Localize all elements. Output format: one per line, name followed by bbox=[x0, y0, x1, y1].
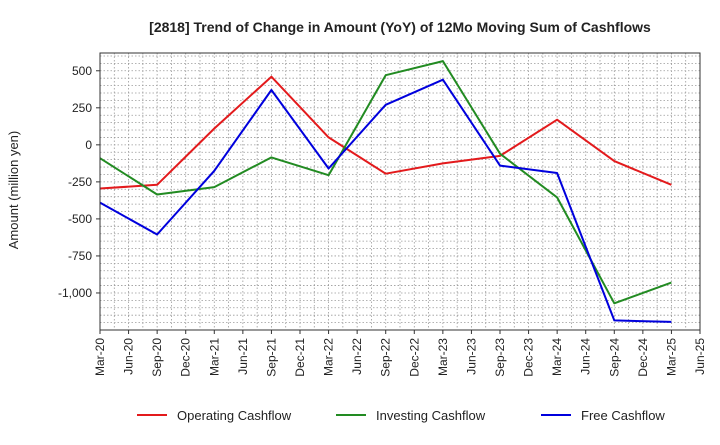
x-tick-label: Jun-20 bbox=[122, 338, 136, 375]
x-tick-labels: Mar-20 Jun-20 Sep-20 Dec-20 Mar-21 Jun-21 Sep-… bbox=[93, 330, 707, 377]
x-tick-label: Dec-21 bbox=[293, 338, 307, 377]
x-tick-label: Mar-23 bbox=[436, 338, 450, 376]
y-tick-label: -500 bbox=[68, 212, 92, 226]
x-tick-label: Dec-23 bbox=[522, 338, 536, 377]
y-tick-label: 500 bbox=[72, 64, 92, 78]
series-line-operating-cashflow bbox=[99, 75, 672, 190]
legend: Operating Cashflow Investing Cashflow Free… bbox=[137, 408, 665, 423]
x-tick-label: Jun-23 bbox=[464, 338, 478, 375]
y-tick-label: -750 bbox=[68, 249, 92, 263]
x-tick-label: Sep-23 bbox=[493, 338, 507, 377]
legend-label-investing-cashflow: Investing Cashflow bbox=[376, 408, 486, 423]
x-tick-label: Mar-20 bbox=[93, 338, 107, 376]
x-tick-label: Dec-24 bbox=[636, 338, 650, 377]
y-tick-labels: 500 250 0 -250 -500 -750 -1,000 bbox=[58, 64, 100, 300]
x-tick-label: Jun-25 bbox=[693, 338, 707, 375]
plot-frame bbox=[99, 52, 701, 331]
y-tick-label: 250 bbox=[72, 101, 92, 115]
y-axis-title: Amount (million yen) bbox=[6, 131, 21, 250]
y-tick-label: -1,000 bbox=[58, 286, 92, 300]
x-tick-label: Mar-22 bbox=[322, 338, 336, 376]
series-layer bbox=[99, 60, 672, 323]
x-tick-label: Jun-21 bbox=[236, 338, 250, 375]
legend-label-free-cashflow: Free Cashflow bbox=[581, 408, 665, 423]
grid-layer bbox=[99, 53, 701, 331]
x-tick-label: Mar-25 bbox=[664, 338, 678, 376]
legend-label-operating-cashflow: Operating Cashflow bbox=[177, 408, 292, 423]
x-tick-label: Sep-20 bbox=[150, 338, 164, 377]
x-tick-label: Mar-21 bbox=[207, 338, 221, 376]
x-tick-label: Sep-22 bbox=[379, 338, 393, 377]
chart-title: [2818] Trend of Change in Amount (YoY) o… bbox=[149, 19, 651, 35]
y-tick-label: -250 bbox=[68, 175, 92, 189]
x-tick-label: Dec-22 bbox=[407, 338, 421, 377]
series-line-investing-cashflow bbox=[99, 60, 672, 305]
y-tick-label: 0 bbox=[85, 138, 92, 152]
x-tick-label: Jun-24 bbox=[579, 338, 593, 375]
x-tick-label: Sep-21 bbox=[264, 338, 278, 377]
x-tick-label: Jun-22 bbox=[350, 338, 364, 375]
x-tick-label: Sep-24 bbox=[607, 338, 621, 377]
x-tick-label: Dec-20 bbox=[179, 338, 193, 377]
series-line-free-cashflow bbox=[99, 78, 672, 323]
x-tick-label: Mar-24 bbox=[550, 338, 564, 376]
